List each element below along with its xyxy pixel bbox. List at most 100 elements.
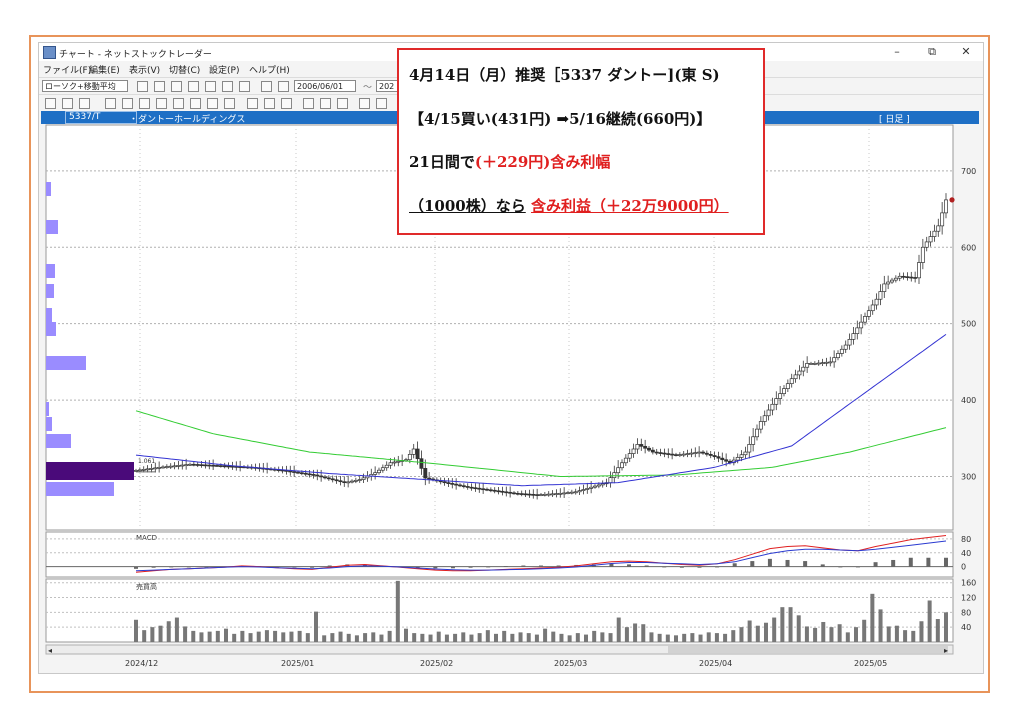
- bar-chart-icon[interactable]: [79, 98, 90, 109]
- candle-body: [307, 473, 312, 476]
- eraser-icon[interactable]: [337, 98, 348, 109]
- volume-bar: [813, 627, 818, 642]
- overlay-icon[interactable]: [105, 98, 116, 109]
- chart-icon-3[interactable]: [171, 81, 182, 92]
- volume-profile-bar: [46, 322, 56, 336]
- volume-bar: [387, 630, 392, 642]
- candle-body: [477, 487, 482, 490]
- volume-bar: [649, 632, 654, 642]
- close-button[interactable]: ✕: [961, 45, 971, 58]
- candle-body: [473, 487, 478, 490]
- candle-body: [932, 230, 937, 237]
- horizontal-scrollbar: [45, 644, 954, 655]
- candle-body: [616, 467, 621, 474]
- volume-profile-bar: [46, 182, 51, 196]
- candle-body: [747, 444, 752, 453]
- volume-bar: [166, 621, 171, 642]
- paint-icon[interactable]: [359, 98, 370, 109]
- calendar-icon[interactable]: [278, 81, 289, 92]
- candle-body: [762, 415, 767, 422]
- macd-histogram-bar: [292, 566, 297, 568]
- period-label[interactable]: [ 日足 ]: [879, 115, 910, 125]
- candle-body: [836, 353, 840, 359]
- candle-body: [886, 281, 891, 285]
- pen-icon[interactable]: [303, 98, 314, 109]
- candle-body: [751, 436, 756, 445]
- date-from-input[interactable]: 2006/06/01: [294, 80, 356, 92]
- chart-icon-6[interactable]: [222, 81, 233, 92]
- volume-bar: [764, 622, 768, 642]
- chart-icon-1[interactable]: [137, 81, 148, 92]
- candle-body: [299, 472, 304, 475]
- nav-prev-icon[interactable]: [62, 98, 73, 109]
- candle-body: [870, 304, 875, 312]
- candle-body: [658, 452, 663, 454]
- candle-body: [465, 486, 470, 488]
- restore-button[interactable]: ⧉: [928, 45, 936, 58]
- compare-icon[interactable]: [224, 98, 235, 109]
- candle-body: [789, 378, 794, 385]
- wave-icon[interactable]: [173, 98, 184, 109]
- chart-type-select[interactable]: ローソク+移動平均: [42, 80, 128, 92]
- price-axis-label: 600: [961, 243, 976, 252]
- candle-body: [650, 449, 655, 453]
- candle-body: [812, 363, 817, 365]
- nav-first-icon[interactable]: [45, 98, 56, 109]
- vol-icon[interactable]: [156, 98, 167, 109]
- macd-histogram-bar: [732, 563, 737, 567]
- bb-icon[interactable]: [139, 98, 150, 109]
- volume-bar: [379, 634, 384, 642]
- candle-body: [816, 362, 821, 365]
- zoom-icon[interactable]: [247, 98, 258, 109]
- candle-body: [141, 469, 146, 471]
- symbol-code[interactable]: 5337/T: [65, 111, 137, 124]
- volume-bar: [592, 630, 597, 642]
- volume-bar: [412, 633, 417, 642]
- candle-body: [735, 457, 740, 461]
- menu-switch[interactable]: 切替(C): [169, 66, 201, 76]
- candle-body: [338, 480, 343, 483]
- menu-file[interactable]: ファイル(F): [43, 66, 92, 76]
- candle-body: [496, 490, 501, 493]
- price-marker-label: 1.061: [138, 458, 155, 465]
- macd-histogram-bar: [785, 559, 790, 567]
- minimize-button[interactable]: –: [894, 45, 900, 58]
- callout-line-4: （1000株）なら 含み利益（＋22万9000円）: [409, 195, 729, 216]
- menu-view[interactable]: 表示(V): [129, 66, 161, 76]
- crosshair-icon[interactable]: [281, 98, 292, 109]
- ma-icon[interactable]: [122, 98, 133, 109]
- scroll-right-icon: ▸: [944, 646, 948, 655]
- app-icon: [43, 46, 56, 59]
- candle-body: [184, 464, 189, 467]
- macd-histogram-bar: [134, 566, 138, 569]
- candle-body: [500, 490, 505, 493]
- macd-histogram-bar: [662, 566, 667, 568]
- menu-settings[interactable]: 設定(P): [209, 66, 240, 76]
- candle-body: [928, 236, 933, 243]
- candle-body: [323, 476, 327, 479]
- scale-icon[interactable]: [264, 98, 275, 109]
- candle-body: [535, 494, 540, 496]
- candle-body: [176, 465, 181, 467]
- macd-signal-line: [135, 540, 947, 572]
- chart-icon-5[interactable]: [205, 81, 216, 92]
- candle-body: [346, 481, 351, 484]
- link-icon[interactable]: [261, 81, 272, 92]
- volume-bar: [469, 634, 474, 642]
- menu-help[interactable]: ヘルプ(H): [249, 66, 290, 76]
- volume-bar: [837, 624, 842, 642]
- pattern-icon[interactable]: [207, 98, 218, 109]
- candle-body: [851, 333, 856, 340]
- color-icon[interactable]: [376, 98, 387, 109]
- date-to-input[interactable]: 202: [376, 80, 398, 92]
- warning-icon[interactable]: [190, 98, 201, 109]
- menu-edit[interactable]: 編集(E): [89, 66, 120, 76]
- price-axis-label: 500: [961, 320, 976, 329]
- chart-icon-4[interactable]: [188, 81, 199, 92]
- volume-bar: [297, 630, 302, 642]
- chart-icon-2[interactable]: [154, 81, 165, 92]
- pointer-icon[interactable]: [320, 98, 331, 109]
- candle-body: [411, 448, 416, 455]
- chart-icon-7[interactable]: [239, 81, 250, 92]
- macd-histogram-bar: [539, 565, 543, 567]
